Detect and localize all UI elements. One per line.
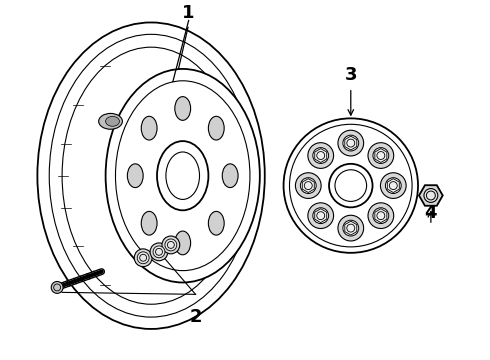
Text: 2: 2	[189, 308, 202, 326]
Ellipse shape	[141, 211, 157, 235]
Circle shape	[368, 143, 393, 168]
Text: 4: 4	[425, 204, 437, 222]
Circle shape	[373, 148, 389, 163]
Ellipse shape	[106, 69, 260, 283]
Circle shape	[300, 178, 316, 194]
Circle shape	[165, 239, 177, 251]
Text: 3: 3	[344, 66, 357, 84]
Ellipse shape	[106, 116, 120, 126]
Circle shape	[343, 220, 359, 236]
Circle shape	[329, 164, 372, 207]
Ellipse shape	[157, 141, 208, 210]
Circle shape	[368, 203, 393, 229]
Circle shape	[313, 208, 329, 224]
Ellipse shape	[222, 164, 238, 188]
Ellipse shape	[127, 164, 143, 188]
Circle shape	[386, 178, 401, 194]
Text: 1: 1	[182, 4, 195, 22]
Circle shape	[51, 282, 63, 293]
Circle shape	[150, 243, 168, 261]
Circle shape	[373, 208, 389, 224]
Circle shape	[338, 130, 364, 156]
Polygon shape	[419, 185, 443, 206]
Ellipse shape	[208, 116, 224, 140]
Ellipse shape	[175, 231, 191, 255]
Circle shape	[134, 249, 152, 267]
Circle shape	[308, 143, 334, 168]
Circle shape	[308, 203, 334, 229]
Ellipse shape	[141, 116, 157, 140]
Circle shape	[424, 189, 438, 202]
Circle shape	[295, 173, 321, 198]
Circle shape	[380, 173, 406, 198]
Circle shape	[153, 246, 165, 258]
Ellipse shape	[98, 113, 122, 129]
Circle shape	[338, 215, 364, 241]
Ellipse shape	[175, 96, 191, 120]
Circle shape	[137, 252, 149, 264]
Circle shape	[284, 118, 418, 253]
Circle shape	[343, 135, 359, 151]
Ellipse shape	[208, 211, 224, 235]
Circle shape	[313, 148, 329, 163]
Circle shape	[162, 236, 180, 254]
